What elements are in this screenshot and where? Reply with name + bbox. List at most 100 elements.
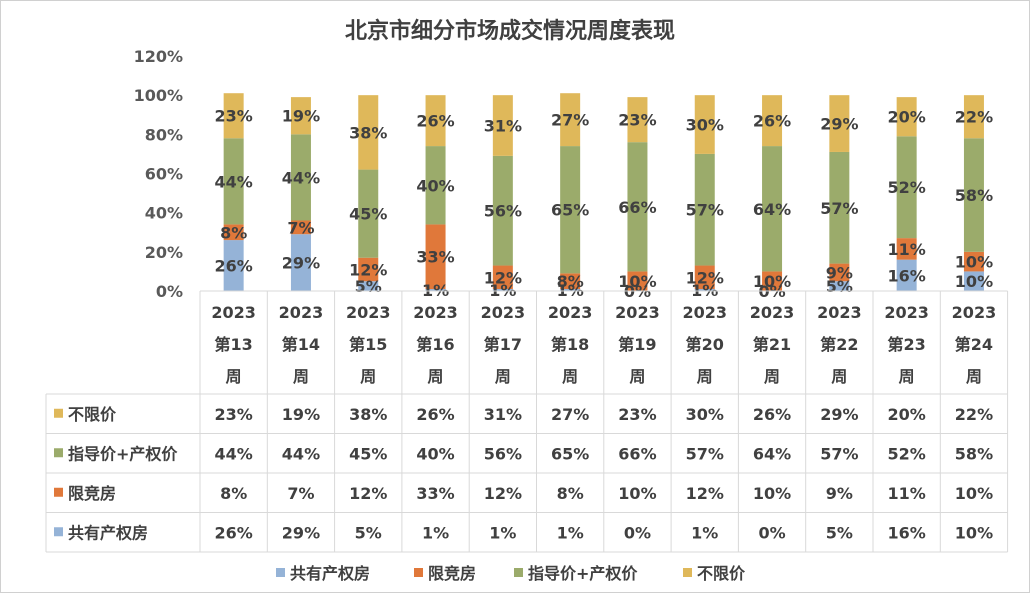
table-cell: 11% xyxy=(888,484,926,503)
data-label: 12% xyxy=(349,260,387,279)
data-label: 8% xyxy=(220,223,247,242)
table-cell: 29% xyxy=(282,523,320,542)
table-cell: 58% xyxy=(955,444,993,463)
table-cell: 1% xyxy=(422,523,449,542)
data-label: 58% xyxy=(955,186,993,205)
data-label: 10% xyxy=(618,272,656,291)
table-cell: 5% xyxy=(355,523,382,542)
x-tick-label: 周 xyxy=(966,367,982,386)
x-tick-label: 2023 xyxy=(615,303,660,322)
table-cell: 12% xyxy=(484,484,522,503)
bar-segment xyxy=(425,146,446,225)
table-cell: 12% xyxy=(349,484,387,503)
data-label: 65% xyxy=(551,201,589,220)
data-label: 9% xyxy=(826,263,853,282)
table-cell: 10% xyxy=(618,484,656,503)
legend-label: 不限价 xyxy=(697,564,746,583)
bar-segment xyxy=(694,95,715,154)
data-label: 12% xyxy=(686,268,724,287)
x-tick-label: 周 xyxy=(495,367,511,386)
bar-segment xyxy=(963,271,984,291)
x-tick-label: 2023 xyxy=(884,303,929,322)
table-cell: 26% xyxy=(416,405,454,424)
data-label: 10% xyxy=(753,272,791,291)
table-cell: 27% xyxy=(551,405,589,424)
bar-segment xyxy=(829,95,850,152)
bar-segment xyxy=(694,153,715,266)
bar-segment xyxy=(762,95,783,147)
table-cell: 66% xyxy=(618,444,656,463)
legend-label: 限竞房 xyxy=(428,564,476,583)
data-label: 29% xyxy=(820,115,858,134)
data-label: 38% xyxy=(349,123,387,142)
bar-segment xyxy=(223,93,244,139)
table-cell: 0% xyxy=(624,523,651,542)
chart-title: 北京市细分市场成交情况周度表现 xyxy=(345,18,675,44)
x-tick-label: 周 xyxy=(629,367,645,386)
bar-segment xyxy=(425,95,446,147)
data-label: 44% xyxy=(282,168,320,187)
y-tick-label: 100% xyxy=(134,86,183,105)
legend-label: 共有产权房 xyxy=(290,564,370,583)
table-cell: 1% xyxy=(691,523,718,542)
table-row-label: 不限价 xyxy=(68,405,117,424)
table-cell: 19% xyxy=(282,405,320,424)
x-tick-label: 第14 xyxy=(282,335,320,354)
data-label: 29% xyxy=(282,254,320,273)
table-cell: 10% xyxy=(753,484,791,503)
table-row-label: 共有产权房 xyxy=(68,523,148,542)
data-label: 10% xyxy=(955,272,993,291)
table-cell: 38% xyxy=(349,405,387,424)
bar-segment xyxy=(492,289,513,291)
data-label: 19% xyxy=(282,107,320,126)
x-tick-label: 2023 xyxy=(279,303,324,322)
x-tick-label: 周 xyxy=(562,367,578,386)
x-tick-label: 第23 xyxy=(888,335,926,354)
legend: 共有产权房 限竞房 指导价+产权价 不限价 xyxy=(276,564,746,583)
bar-segment xyxy=(694,265,715,290)
table-cell: 9% xyxy=(826,484,853,503)
x-tick-label: 第13 xyxy=(215,335,253,354)
data-label: 16% xyxy=(888,266,926,285)
x-tick-label: 2023 xyxy=(750,303,795,322)
bar-segment xyxy=(492,155,513,266)
table-cell: 26% xyxy=(753,405,791,424)
table-cell: 8% xyxy=(557,484,584,503)
bar-segment xyxy=(560,146,581,274)
x-tick-label: 第22 xyxy=(820,335,858,354)
bar-segment xyxy=(425,224,446,290)
data-label: 20% xyxy=(888,108,926,127)
bar-segment xyxy=(627,142,648,272)
x-tick-label: 第15 xyxy=(349,335,387,354)
bar-segment xyxy=(627,271,648,291)
bar-segment xyxy=(223,224,244,241)
data-label: 11% xyxy=(888,240,926,259)
table-cell: 33% xyxy=(416,484,454,503)
x-tick-label: 第18 xyxy=(551,335,589,354)
bar-segment xyxy=(560,289,581,291)
x-tick-label: 第16 xyxy=(416,335,454,354)
table-cell: 40% xyxy=(416,444,454,463)
data-label: 44% xyxy=(215,172,253,191)
bar-segment xyxy=(358,257,379,282)
x-tick-label: 2023 xyxy=(548,303,593,322)
data-label: 66% xyxy=(618,198,656,217)
table-cell: 7% xyxy=(287,484,314,503)
bar-segment xyxy=(358,281,379,291)
data-label: 33% xyxy=(416,248,454,267)
bar-segment xyxy=(290,134,311,221)
data-label: 7% xyxy=(287,218,314,237)
bar-segment xyxy=(425,289,446,291)
table-cell: 10% xyxy=(955,523,993,542)
bar-segment xyxy=(829,151,850,264)
bar-segment xyxy=(896,97,917,137)
table-cell: 22% xyxy=(955,405,993,424)
bar-segment xyxy=(560,93,581,147)
bar-segment xyxy=(896,136,917,239)
table-cell: 57% xyxy=(820,444,858,463)
table-cell: 0% xyxy=(758,523,785,542)
bar-segment xyxy=(896,259,917,291)
legend-swatch xyxy=(514,568,523,577)
bar-segment xyxy=(358,169,379,258)
data-label: 22% xyxy=(955,108,993,127)
